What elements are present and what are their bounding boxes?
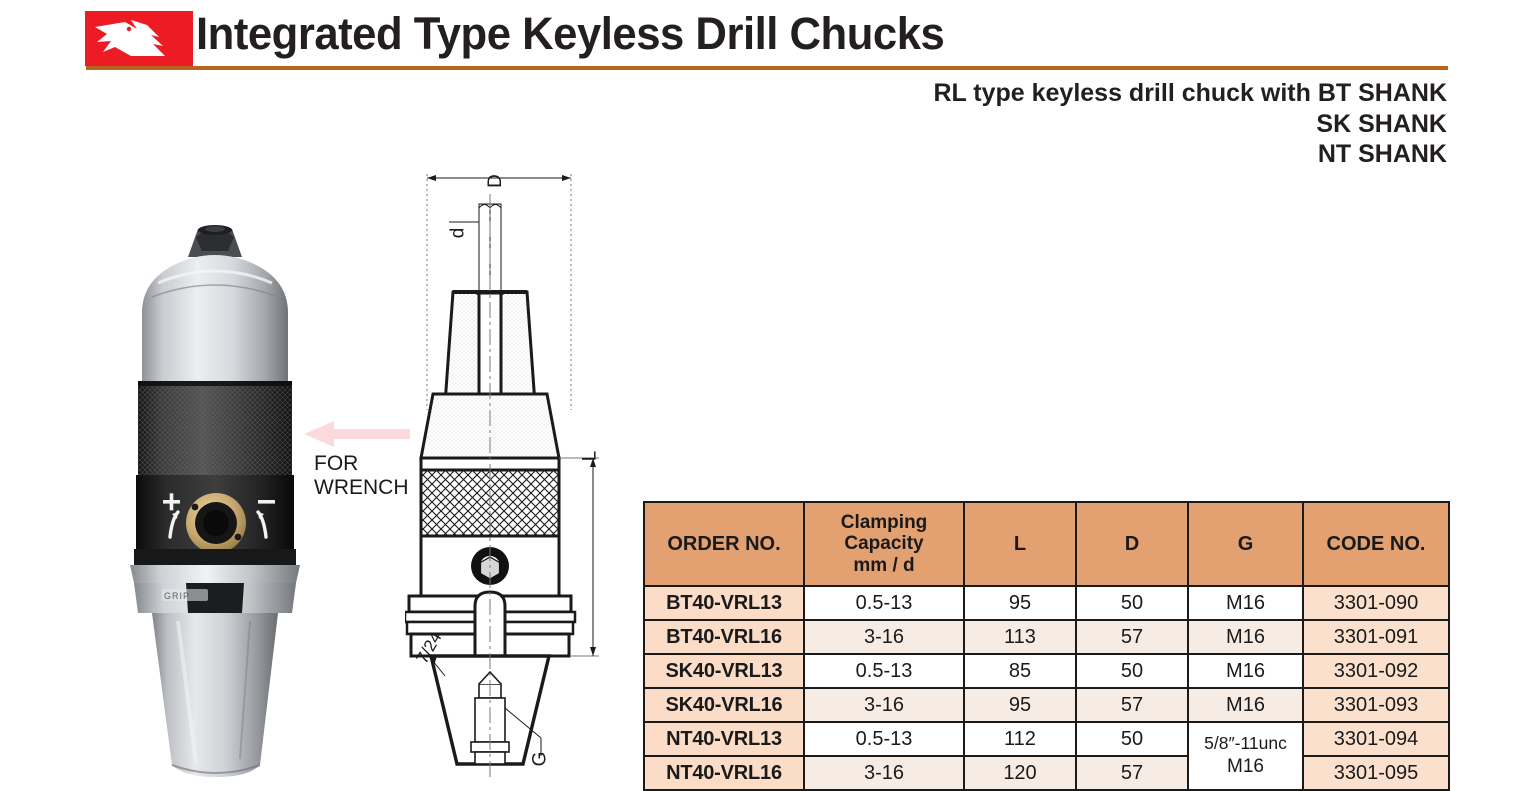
cell-capacity: 3-16 xyxy=(803,687,965,723)
column-header-l: L xyxy=(963,501,1077,587)
svg-text:GRIP: GRIP xyxy=(164,591,190,601)
column-header-clamping-capacity: Clamping Capacity mm / d xyxy=(803,501,965,587)
cell-l: 95 xyxy=(963,687,1077,723)
plus-mark xyxy=(163,493,180,511)
cell-l: 95 xyxy=(963,585,1077,621)
dimension-label-L: L xyxy=(579,450,601,462)
cell-capacity: 3-16 xyxy=(803,619,965,655)
eagle-head-logo-icon xyxy=(85,11,193,66)
cell-code-no: 3301-093 xyxy=(1302,687,1450,723)
cell-order-no: NT40-VRL13 xyxy=(643,721,805,757)
cell-g: M16 xyxy=(1187,653,1304,689)
clamping-capacity-line-3: mm / d xyxy=(853,554,915,576)
cell-d: 50 xyxy=(1075,585,1189,621)
cell-code-no: 3301-094 xyxy=(1302,721,1450,757)
page-header: Integrated Type Keyless Drill Chucks xyxy=(0,0,1525,72)
specification-table: ORDER NO. Clamping Capacity mm / d L D G… xyxy=(643,501,1450,791)
cell-d: 50 xyxy=(1075,721,1189,757)
subtitle-block: RL type keyless drill chuck with BT SHAN… xyxy=(933,78,1447,170)
cell-d: 57 xyxy=(1075,755,1189,791)
cell-l: 112 xyxy=(963,721,1077,757)
column-header-d: D xyxy=(1075,501,1189,587)
subtitle-line-2: SK SHANK xyxy=(1316,109,1447,138)
cell-order-no: BT40-VRL16 xyxy=(643,619,805,655)
column-header-g: G xyxy=(1187,501,1304,587)
page-title: Integrated Type Keyless Drill Chucks xyxy=(196,8,945,59)
for-wrench-line-1: FOR xyxy=(314,452,359,475)
dimension-label-G: G xyxy=(529,751,551,767)
for-wrench-arrow-icon xyxy=(300,420,410,448)
technical-drawing: D d L 7/24 G xyxy=(403,160,645,785)
table-row: BT40-VRL13 0.5-13 95 50 M16 3301-090 xyxy=(643,585,1450,621)
cell-order-no: BT40-VRL13 xyxy=(643,585,805,621)
cell-d: 57 xyxy=(1075,687,1189,723)
cell-d: 50 xyxy=(1075,653,1189,689)
column-header-order-no: ORDER NO. xyxy=(643,501,805,587)
cell-capacity: 3-16 xyxy=(803,755,965,791)
cell-g: M16 xyxy=(1187,585,1304,621)
cell-code-no: 3301-091 xyxy=(1302,619,1450,655)
cell-order-no: SK40-VRL13 xyxy=(643,653,805,689)
cell-code-no: 3301-092 xyxy=(1302,653,1450,689)
cell-capacity: 0.5-13 xyxy=(803,721,965,757)
cell-order-no: SK40-VRL16 xyxy=(643,687,805,723)
cell-l: 120 xyxy=(963,755,1077,791)
table-header-row: ORDER NO. Clamping Capacity mm / d L D G… xyxy=(643,501,1450,587)
cell-code-no: 3301-095 xyxy=(1302,755,1450,791)
cell-g: M16 xyxy=(1187,687,1304,723)
cell-g-line-2: M16 xyxy=(1227,756,1264,778)
clamping-capacity-line-1: Clamping xyxy=(840,512,928,534)
table-row: SK40-VRL16 3-16 95 57 M16 3301-093 xyxy=(643,687,1450,723)
dimension-label-D: D xyxy=(484,174,506,188)
cell-g-merged: 5/8″-11unc M16 xyxy=(1187,721,1304,791)
column-header-code-no: CODE NO. xyxy=(1302,501,1450,587)
cell-l: 85 xyxy=(963,653,1077,689)
cell-l: 113 xyxy=(963,619,1077,655)
table-row: BT40-VRL16 3-16 113 57 M16 3301-091 xyxy=(643,619,1450,655)
minus-mark xyxy=(258,500,275,504)
for-wrench-label: FOR WRENCH xyxy=(314,452,409,500)
cell-code-no: 3301-090 xyxy=(1302,585,1450,621)
dimension-label-d: d xyxy=(447,227,469,239)
table-row: NT40-VRL13 0.5-13 112 50 5/8″-11unc M16 … xyxy=(643,721,1450,791)
subtitle-line-1: RL type keyless drill chuck with BT SHAN… xyxy=(933,79,1447,107)
title-underline-rule xyxy=(86,66,1448,70)
cell-g-line-1: 5/8″-11unc xyxy=(1204,733,1287,754)
cell-d: 57 xyxy=(1075,619,1189,655)
subtitle-line-3: NT SHANK xyxy=(1317,140,1447,168)
clamping-capacity-line-2: Capacity xyxy=(844,533,924,555)
product-photo: GRIP xyxy=(100,185,330,785)
cell-g: M16 xyxy=(1187,619,1304,655)
table-row: SK40-VRL13 0.5-13 85 50 M16 3301-092 xyxy=(643,653,1450,689)
for-wrench-line-2: WRENCH xyxy=(314,476,409,500)
cell-capacity: 0.5-13 xyxy=(803,653,965,689)
cell-capacity: 0.5-13 xyxy=(803,585,965,621)
table-row: NT40-VRL16 3-16 120 57 3301-095 xyxy=(643,755,1450,791)
cell-order-no: NT40-VRL16 xyxy=(643,755,805,791)
